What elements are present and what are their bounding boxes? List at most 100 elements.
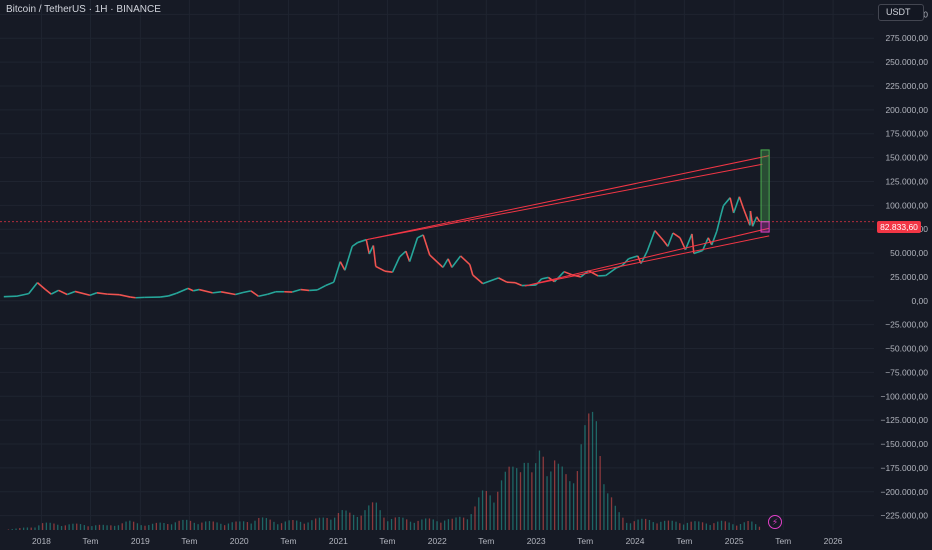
volume-bar	[205, 521, 207, 530]
volume-bar	[227, 523, 230, 530]
volume-bar	[368, 505, 370, 530]
price-segment	[646, 230, 656, 252]
trend-channel-line	[366, 163, 763, 241]
symbol-title: Bitcoin / TetherUS · 1H · BINANCE	[6, 4, 161, 15]
price-segment	[89, 292, 98, 297]
price-segment	[667, 232, 674, 247]
volume-bar	[189, 520, 192, 530]
volume-bar	[428, 518, 431, 530]
volume-bar	[626, 522, 628, 530]
y-tick-label: −25.000,00	[885, 320, 928, 330]
volume-bar	[261, 517, 264, 530]
volume-bar	[242, 521, 245, 530]
price-segment	[751, 216, 758, 227]
volume-bar	[49, 522, 51, 530]
price-series	[3, 196, 761, 299]
volume-bars	[7, 411, 761, 530]
volume-bar	[45, 522, 48, 530]
volume-bar	[637, 519, 639, 530]
volume-bar	[720, 520, 723, 530]
y-tick-label: −125.000,00	[880, 415, 928, 425]
volume-bar	[193, 522, 195, 530]
volume-bar	[641, 518, 643, 530]
volume-bar	[121, 523, 123, 530]
volume-bar	[106, 525, 108, 530]
volume-bar	[747, 520, 749, 530]
volume-bar	[728, 522, 730, 530]
target-zone	[760, 149, 770, 223]
price-segment	[344, 246, 353, 271]
volume-bar	[561, 466, 563, 530]
time-axis: 2018 Tem 2019 Tem 2020 Tem 2021 Tem 2022 Tem 2023 T…	[32, 536, 843, 546]
volume-bar	[694, 521, 696, 530]
currency-selector-button[interactable]: USDT	[878, 4, 924, 21]
volume-bar	[102, 524, 104, 530]
volume-bar	[280, 523, 283, 530]
price-segment	[16, 292, 29, 298]
volume-bar	[307, 522, 309, 530]
volume-bar	[34, 527, 36, 530]
volume-bar	[508, 466, 510, 530]
volume-bar	[53, 523, 55, 530]
volume-bar	[22, 527, 25, 530]
y-tick-label: 275.000,00	[885, 33, 928, 43]
price-segment	[258, 293, 268, 298]
volume-bar	[110, 525, 112, 530]
volume-bar	[163, 522, 165, 530]
volume-bar	[208, 521, 211, 530]
volume-bar	[284, 521, 286, 530]
volume-bar	[136, 523, 139, 530]
price-segment	[672, 232, 681, 239]
volume-bar	[174, 522, 176, 530]
price-segment	[74, 290, 91, 297]
x-tick-label: 2021	[329, 536, 348, 546]
y-tick-label: 225.000,00	[885, 81, 928, 91]
price-segment	[417, 234, 424, 239]
price-segment	[300, 288, 310, 292]
price-segment	[220, 291, 236, 296]
volume-bar	[296, 520, 298, 530]
volume-bar	[557, 463, 560, 530]
volume-bar	[387, 521, 389, 530]
y-tick-label: −100.000,00	[880, 391, 928, 401]
volume-bar	[371, 502, 374, 530]
volume-bar	[292, 520, 294, 530]
volume-bar	[466, 519, 469, 530]
volume-bar	[538, 450, 541, 530]
volume-bar	[519, 472, 522, 530]
volume-bar	[318, 517, 321, 530]
volume-bar	[322, 517, 324, 530]
y-tick-label: −200.000,00	[880, 487, 928, 497]
volume-bar	[660, 521, 662, 530]
volume-bar	[717, 521, 719, 530]
price-segment	[469, 264, 474, 276]
price-segment	[384, 270, 393, 273]
volume-bar	[542, 456, 544, 530]
price-segment	[368, 245, 375, 255]
volume-bar	[15, 528, 17, 530]
x-tick-label: Tem	[775, 536, 791, 546]
volume-bar	[364, 510, 366, 530]
volume-bar	[95, 525, 97, 530]
volume-bar	[72, 523, 74, 530]
lightning-icon[interactable]: ⚡	[768, 515, 782, 529]
price-segment	[742, 208, 751, 226]
volume-bar	[197, 524, 199, 530]
volume-bar	[148, 525, 150, 530]
price-segment	[351, 241, 359, 248]
volume-bar	[383, 517, 385, 530]
price-segment	[292, 288, 301, 293]
volume-bar	[489, 495, 491, 530]
volume-bar	[755, 524, 757, 530]
volume-bar	[436, 521, 438, 530]
volume-bar	[402, 517, 404, 530]
volume-bar	[360, 515, 362, 530]
volume-bar	[584, 425, 586, 530]
price-segment	[365, 239, 371, 255]
y-tick-label: −175.000,00	[880, 463, 928, 473]
volume-bar	[19, 527, 21, 530]
volume-bar	[341, 510, 343, 530]
volume-bar	[273, 521, 275, 530]
volume-bar	[493, 502, 495, 530]
